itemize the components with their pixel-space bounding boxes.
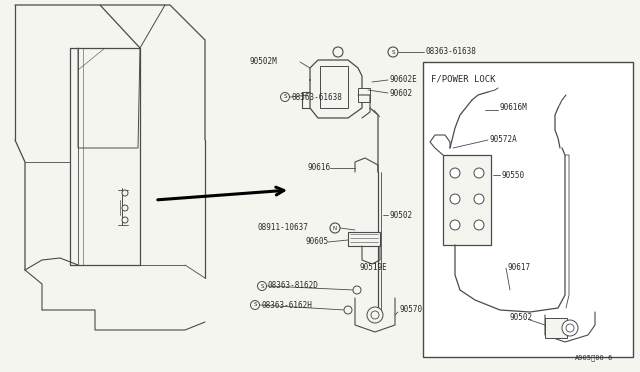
Circle shape [122,190,128,196]
Circle shape [474,168,484,178]
Circle shape [330,223,340,233]
Circle shape [333,47,343,57]
Text: S: S [260,283,264,289]
Text: 90550: 90550 [502,170,525,180]
Text: 90616M: 90616M [500,103,528,112]
Circle shape [257,282,266,291]
Bar [358,88,370,102]
Text: 90502: 90502 [390,211,413,219]
Text: A905〈00·6: A905〈00·6 [575,355,613,361]
Text: 90572A: 90572A [490,135,518,144]
Circle shape [367,307,383,323]
Text: 90602: 90602 [390,89,413,97]
Text: 90616: 90616 [308,164,331,173]
Text: 90605: 90605 [305,237,328,247]
Bar [545,318,567,338]
Circle shape [388,47,398,57]
Text: S: S [284,94,287,99]
Text: 90570: 90570 [400,305,423,314]
Text: 08363-8162D: 08363-8162D [268,282,319,291]
Text: 90502M: 90502M [250,58,278,67]
Circle shape [122,205,128,211]
Text: 08363-6162H: 08363-6162H [261,301,312,310]
Text: 08363-61638: 08363-61638 [426,48,477,57]
Text: S: S [391,49,395,55]
Circle shape [122,217,128,223]
Circle shape [474,194,484,204]
Bar [320,66,348,108]
Bar [423,62,633,357]
Circle shape [250,301,259,310]
Circle shape [450,168,460,178]
Circle shape [450,220,460,230]
Text: 90502: 90502 [510,314,533,323]
Circle shape [450,194,460,204]
Circle shape [562,320,578,336]
Text: 90602E: 90602E [390,76,418,84]
Text: 90617: 90617 [508,263,531,273]
Circle shape [353,286,361,294]
Circle shape [371,311,379,319]
Bar [443,155,491,245]
Circle shape [280,93,289,102]
Text: N: N [333,225,337,231]
Circle shape [344,306,352,314]
Text: F/POWER LOCK: F/POWER LOCK [431,74,495,83]
Text: 90519E: 90519E [360,263,388,273]
Text: S: S [253,302,257,308]
Text: 08363-61638: 08363-61638 [291,93,342,102]
Circle shape [474,220,484,230]
Text: 08911-10637: 08911-10637 [258,224,309,232]
Circle shape [566,324,574,332]
Bar [348,232,380,246]
